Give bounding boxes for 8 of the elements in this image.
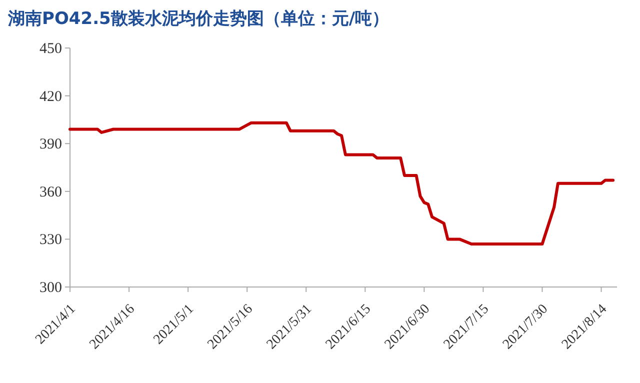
y-tick-label: 450	[40, 41, 62, 57]
chart-title: 湖南PO42.5散装水泥均价走势图（单位：元/吨）	[7, 9, 390, 29]
y-tick-label: 420	[40, 88, 62, 105]
line-series	[68, 121, 615, 246]
y-tick-label: 300	[40, 280, 62, 296]
y-tick-label: 360	[40, 184, 62, 200]
y-tick-label: 330	[40, 232, 62, 248]
y-tick-label: 390	[40, 136, 62, 153]
